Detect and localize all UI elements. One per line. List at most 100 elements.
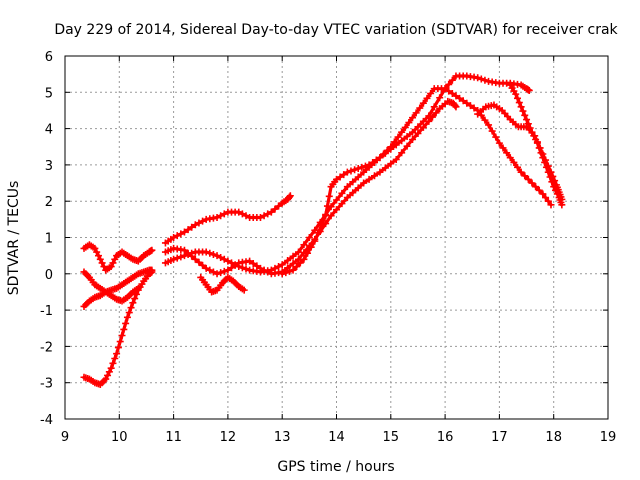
data-point <box>217 212 225 220</box>
x-tick-label: 11 <box>165 430 182 445</box>
grid-layer <box>65 56 608 419</box>
data-point <box>432 109 440 117</box>
data-point <box>409 135 417 143</box>
data-point <box>532 183 540 191</box>
data-point <box>503 149 511 157</box>
data-point <box>199 261 207 269</box>
data-point <box>524 120 532 128</box>
data-point <box>533 139 541 147</box>
data-point <box>91 244 99 252</box>
data-point <box>170 234 178 241</box>
data-point <box>94 252 102 260</box>
data-point <box>541 158 549 166</box>
data-point <box>474 74 482 82</box>
x-tick-label: 13 <box>274 430 291 445</box>
data-point <box>333 206 340 214</box>
data-point <box>173 232 181 240</box>
data-point <box>506 154 514 162</box>
data-point <box>349 178 357 186</box>
data-point <box>199 217 207 225</box>
x-tick-label: 17 <box>491 430 508 445</box>
data-point <box>191 255 199 263</box>
data-point <box>514 94 521 102</box>
data-point <box>296 259 304 267</box>
data-point <box>325 192 333 200</box>
data-point <box>224 266 232 274</box>
y-tick-label: -4 <box>40 413 53 428</box>
data-point <box>360 168 368 176</box>
data-point <box>392 155 400 163</box>
data-point <box>553 190 561 198</box>
data-point <box>311 237 319 245</box>
data-point <box>456 94 464 102</box>
y-tick-label: 0 <box>45 268 53 283</box>
data-point <box>542 194 550 202</box>
y-axis-label: SDTVAR / TECUs <box>6 181 22 296</box>
data-point <box>448 90 456 98</box>
data-point <box>546 173 554 181</box>
data-point <box>209 250 217 258</box>
series-arc-6 <box>161 97 460 278</box>
data-point <box>525 86 533 94</box>
data-point <box>539 154 547 162</box>
y-tick-label: 3 <box>45 159 53 174</box>
data-point <box>285 267 293 275</box>
data-point <box>412 109 420 117</box>
data-point <box>180 252 188 260</box>
data-point <box>217 269 225 277</box>
data-point <box>323 202 331 210</box>
data-point <box>349 189 357 197</box>
data-point <box>387 143 395 151</box>
data-point <box>131 295 139 303</box>
x-tick-label: 16 <box>437 430 454 445</box>
data-point <box>127 304 135 312</box>
data-point <box>107 263 115 271</box>
y-tick-label: -2 <box>40 340 53 355</box>
data-point <box>93 248 101 256</box>
data-point <box>409 114 417 122</box>
data-point <box>372 156 380 164</box>
series-arc-2 <box>80 266 156 310</box>
data-point <box>289 252 297 260</box>
data-point <box>441 85 449 93</box>
data-point <box>425 112 433 120</box>
data-point <box>125 309 133 317</box>
data-point <box>398 137 406 145</box>
data-point <box>354 173 362 181</box>
data-point <box>311 226 319 234</box>
data-point <box>202 264 210 272</box>
data-point <box>414 123 422 131</box>
data-point <box>343 194 351 202</box>
data-point <box>383 146 391 154</box>
data-point <box>289 266 297 274</box>
data-point <box>547 201 555 209</box>
data-point <box>365 161 373 169</box>
data-point <box>202 248 210 256</box>
data-point <box>361 162 369 170</box>
series-arc-10 <box>506 81 566 209</box>
data-point <box>414 129 422 137</box>
data-point <box>238 264 246 272</box>
data-point <box>528 179 536 187</box>
data-point <box>445 80 453 88</box>
data-point <box>213 252 221 260</box>
data-point <box>452 103 460 111</box>
data-point <box>515 99 523 107</box>
data-point <box>398 128 406 136</box>
data-point <box>217 253 225 261</box>
data-point <box>512 90 520 98</box>
data-point <box>371 172 379 180</box>
data-point <box>550 183 558 191</box>
marks-layer <box>80 72 566 389</box>
data-point <box>481 76 489 84</box>
data-point <box>278 270 286 278</box>
data-point <box>380 150 388 158</box>
data-point <box>448 76 456 84</box>
data-point <box>343 183 351 191</box>
data-point <box>333 196 340 204</box>
data-point <box>492 133 500 141</box>
data-point <box>517 168 525 176</box>
data-point <box>220 255 228 263</box>
data-point <box>470 104 478 112</box>
data-point <box>305 234 313 241</box>
